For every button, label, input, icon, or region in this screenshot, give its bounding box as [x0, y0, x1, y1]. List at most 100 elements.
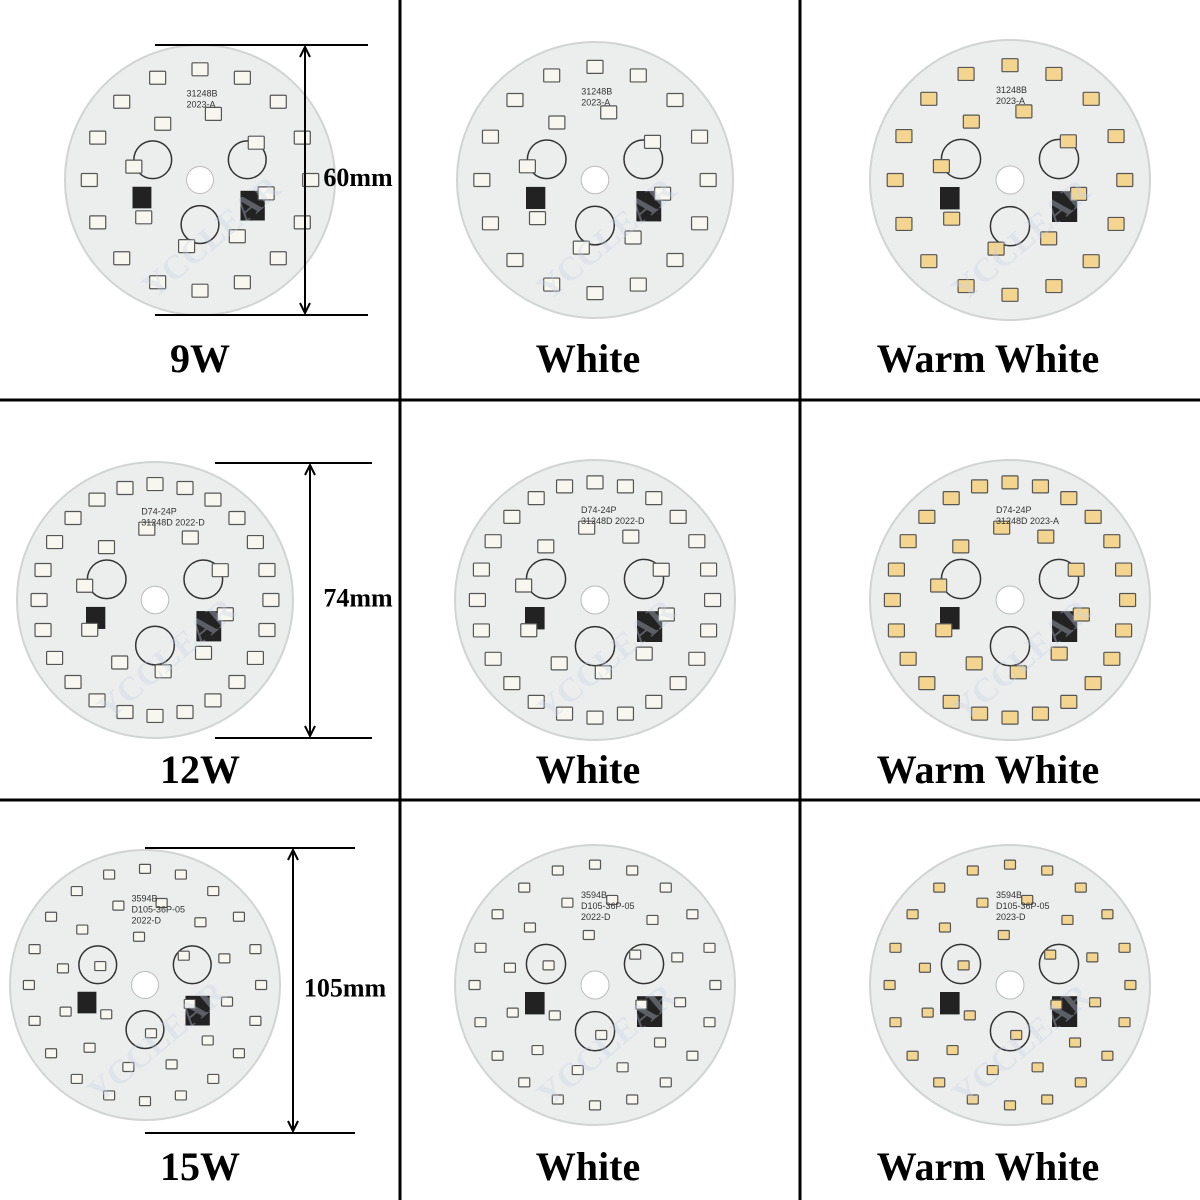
chip	[940, 187, 960, 210]
led	[561, 897, 574, 908]
led	[246, 650, 264, 666]
pad-circle	[989, 1010, 1031, 1052]
led	[1050, 646, 1068, 661]
led	[64, 510, 82, 526]
led	[59, 1006, 72, 1017]
led	[503, 962, 517, 973]
led	[653, 1037, 667, 1048]
led	[548, 1010, 561, 1021]
chip	[940, 992, 960, 1015]
led	[709, 979, 722, 991]
led	[943, 211, 961, 226]
led	[920, 91, 938, 106]
led	[46, 534, 64, 550]
led	[46, 650, 64, 666]
led	[966, 1094, 979, 1105]
led	[269, 251, 287, 266]
led	[232, 911, 246, 922]
arrow-head	[304, 462, 316, 476]
led	[1015, 104, 1033, 119]
led	[686, 909, 699, 920]
board-text: D74-24P	[581, 505, 617, 515]
led	[249, 944, 262, 955]
led	[595, 1029, 608, 1041]
board-text: D105-36P-05	[581, 901, 635, 911]
led	[149, 70, 167, 85]
led	[523, 922, 537, 933]
led	[88, 693, 106, 708]
board-text: 31248D 2022-D	[141, 517, 205, 527]
led	[220, 996, 234, 1007]
led	[643, 134, 662, 149]
cell-label: Warm White	[877, 1144, 1100, 1189]
led	[125, 159, 143, 174]
board-text: 3594B	[132, 893, 158, 903]
led	[88, 492, 106, 507]
led	[938, 922, 952, 933]
led	[527, 694, 545, 709]
led	[474, 1017, 487, 1028]
cell-label: 12W	[160, 747, 240, 792]
led	[211, 563, 229, 578]
led	[1107, 128, 1125, 144]
pad-circle	[989, 205, 1031, 247]
pad-circle	[227, 140, 267, 180]
led	[930, 578, 948, 593]
led	[883, 979, 896, 991]
led	[204, 693, 222, 708]
center-hole	[580, 165, 610, 195]
led	[233, 70, 251, 85]
board-text: 31248B	[581, 86, 612, 96]
led	[537, 539, 555, 554]
led	[1045, 278, 1063, 294]
led	[518, 159, 536, 174]
led	[194, 645, 213, 660]
chip	[77, 991, 97, 1014]
led	[468, 979, 481, 991]
led	[555, 706, 574, 721]
led	[543, 277, 561, 292]
led	[89, 130, 107, 145]
chip	[525, 992, 545, 1015]
led	[1061, 914, 1074, 926]
led	[28, 1015, 41, 1026]
led	[204, 106, 223, 121]
led	[80, 172, 98, 188]
led	[906, 909, 919, 920]
led	[100, 1009, 113, 1020]
led	[654, 186, 672, 201]
led	[588, 859, 602, 870]
led	[986, 1064, 999, 1076]
led	[207, 1073, 220, 1085]
pad-circle	[623, 943, 665, 985]
led	[111, 655, 129, 670]
led	[1059, 134, 1077, 149]
pad-circle	[623, 139, 664, 180]
center-hole	[131, 971, 159, 999]
center-hole	[580, 585, 610, 615]
board-text: D105-36P-05	[132, 904, 186, 914]
led	[1010, 1029, 1023, 1041]
led	[518, 1077, 531, 1088]
led	[232, 1048, 246, 1059]
led	[918, 509, 936, 524]
led	[688, 534, 706, 549]
led	[1041, 1094, 1054, 1105]
led	[132, 931, 146, 942]
pad-circle	[125, 1009, 165, 1050]
led	[257, 186, 275, 201]
dimension-label: 105mm	[304, 973, 387, 1002]
led	[247, 135, 265, 150]
led	[703, 592, 722, 608]
led	[113, 94, 131, 109]
led	[228, 229, 246, 244]
led	[586, 59, 604, 74]
led	[146, 476, 164, 492]
led	[228, 510, 246, 526]
led	[966, 865, 979, 876]
arrow-head	[299, 302, 311, 316]
